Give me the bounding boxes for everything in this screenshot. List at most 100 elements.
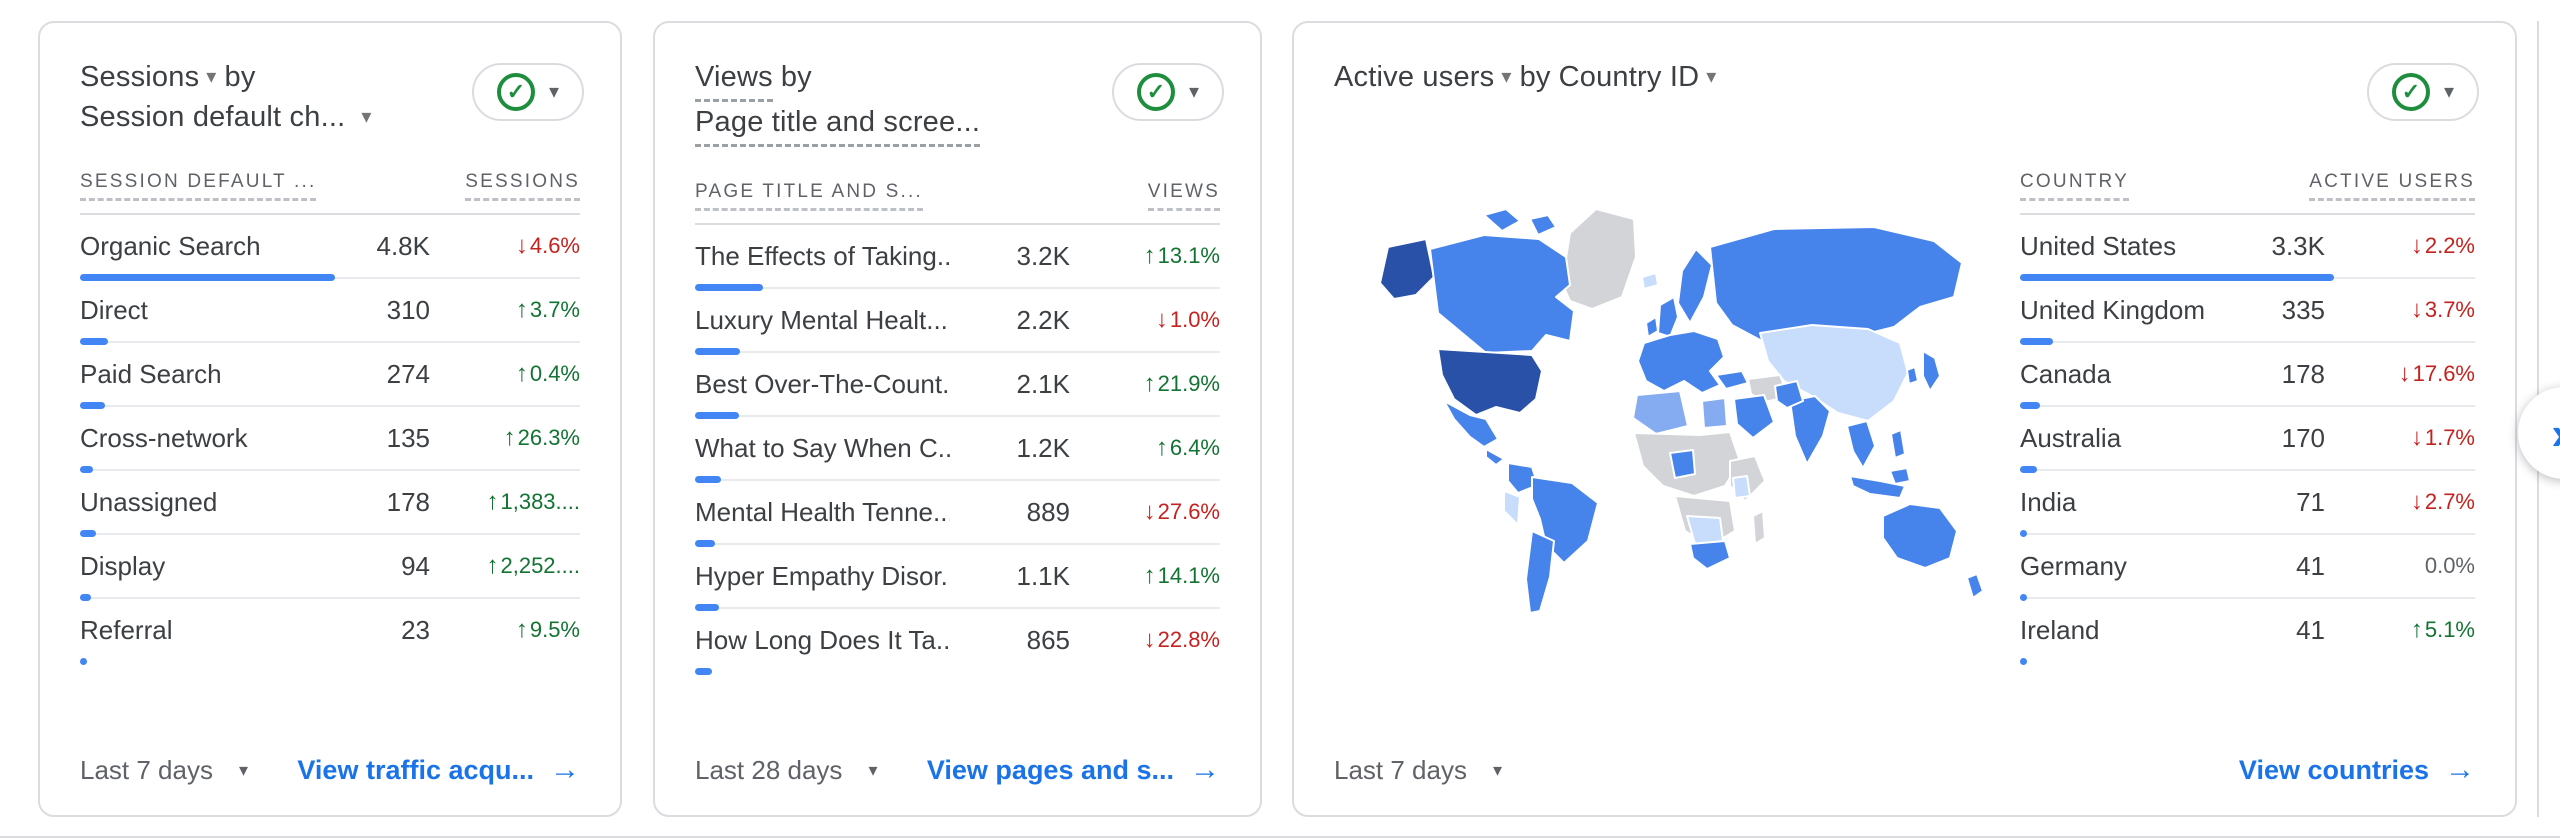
view-report-link[interactable]: View traffic acqu... → <box>297 753 580 787</box>
trend-down-icon: ↓ <box>2410 488 2423 515</box>
row-value: 135 <box>386 422 430 453</box>
row-bar <box>695 604 719 611</box>
change-value: 2.2% <box>2424 233 2475 258</box>
row-label: United States <box>2020 230 2177 261</box>
row-bar <box>80 530 96 537</box>
change-value: 26.3% <box>517 425 580 450</box>
date-range-selector[interactable]: Last 7 days ▾ <box>80 755 248 786</box>
trend-down-icon: ↓ <box>1143 626 1156 653</box>
row-label: Canada <box>2020 358 2112 389</box>
row-label: Germany <box>2020 550 2127 581</box>
north-africa-region <box>1632 390 1689 435</box>
metric-label: Views <box>695 57 773 102</box>
data-quality-button[interactable]: ✓ ▾ <box>472 63 584 121</box>
table-row: What to Say When C... 1.2K ↑ 6.4% <box>695 417 1220 483</box>
card-footer: Last 7 days ▾ View traffic acqu... → <box>80 753 580 787</box>
row-label: Luxury Mental Healt... <box>695 304 948 335</box>
europe-region <box>1637 330 1725 394</box>
date-range-selector[interactable]: Last 7 days ▾ <box>1334 755 1502 786</box>
row-change: ↑ 21.9% <box>1070 370 1220 398</box>
metric-selector[interactable]: Active users ▾ <box>1334 57 1512 97</box>
card-title: Views by Page title and scree... <box>695 57 1220 147</box>
row-value: 41 <box>2296 614 2325 645</box>
row-bar <box>695 540 715 547</box>
row-change: ↑ 6.4% <box>1070 434 1220 462</box>
row-bar <box>695 412 740 419</box>
title-joiner: by <box>1519 61 1551 93</box>
row-bar <box>80 594 91 601</box>
argentina-chile-region <box>1525 530 1555 614</box>
dimension-selector[interactable]: Page title and scree... <box>695 102 981 147</box>
metric-selector[interactable]: Sessions ▾ <box>80 57 217 97</box>
dimension-selector[interactable]: Session default ch... ▾ <box>80 97 372 137</box>
title-joiner: by <box>224 61 256 93</box>
row-bar <box>2020 594 2027 601</box>
trend-up-icon: ↑ <box>1143 562 1156 589</box>
view-report-link[interactable]: View pages and s... → <box>927 753 1220 787</box>
table-row: How Long Does It Ta... 865 ↓ 22.8% <box>695 609 1220 675</box>
row-label: Paid Search <box>80 358 222 389</box>
metric-label: Active users <box>1334 61 1495 93</box>
date-range-label: Last 28 days <box>695 754 843 785</box>
table-body: United States 3.3K ↓ 2.2% United Kingdom 335 ↓… <box>2020 215 2475 665</box>
change-value: 22.8% <box>1157 627 1220 652</box>
row-label: Display <box>80 550 166 581</box>
new-zealand-region <box>1966 573 1984 599</box>
row-value: 178 <box>2281 358 2325 389</box>
table-row: Unassigned 178 ↑ 1,383.... <box>80 471 580 537</box>
card-active-users: Active users ▾ by Country ID ▾ ✓ ▾ <box>1292 21 2517 817</box>
data-quality-button[interactable]: ✓ ▾ <box>1112 63 1224 121</box>
united-states-region <box>1437 348 1543 416</box>
view-report-link[interactable]: View countries → <box>2239 753 2475 787</box>
carousel-next-button[interactable]: » <box>2518 387 2560 479</box>
date-range-label: Last 7 days <box>80 754 213 785</box>
japan-region <box>1922 350 1941 392</box>
iceland-region <box>1641 272 1659 290</box>
change-value: 13.1% <box>1157 243 1220 268</box>
metric-selector[interactable]: Views <box>695 57 773 102</box>
data-quality-button[interactable]: ✓ ▾ <box>2367 63 2479 121</box>
colombia-venezuela-region <box>1507 462 1539 494</box>
row-change: ↑ 1,383.... <box>430 488 580 516</box>
view-report-label: View traffic acqu... <box>297 754 534 785</box>
row-change: ↑ 5.1% <box>2325 616 2475 644</box>
table-row: United Kingdom 335 ↓ 3.7% <box>2020 279 2475 345</box>
card-title: Active users ▾ by Country ID ▾ <box>1334 57 2475 97</box>
date-range-selector[interactable]: Last 28 days ▾ <box>695 755 877 786</box>
trend-down-icon: ↓ <box>2410 232 2423 259</box>
row-label: Ireland <box>2020 614 2100 645</box>
arrow-right-icon: → <box>1190 753 1220 786</box>
column-header-dimension: COUNTRY <box>2020 171 2129 201</box>
dimension-selector[interactable]: Country ID ▾ <box>1559 57 1717 97</box>
chevron-down-icon: ▾ <box>238 760 249 780</box>
table-body: The Effects of Taking... 3.2K ↑ 13.1% Luxury… <box>695 225 1220 675</box>
view-report-label: View pages and s... <box>926 754 1174 785</box>
row-value: 889 <box>1026 496 1070 527</box>
card-footer: Last 28 days ▾ View pages and s... → <box>695 753 1220 787</box>
central-asia-china-region <box>1759 324 1909 422</box>
row-change: ↓ 3.7% <box>2325 296 2475 324</box>
change-value: 6.4% <box>1169 435 1220 460</box>
table-row: Canada 178 ↓ 17.6% <box>2020 343 2475 409</box>
card-footer: Last 7 days ▾ View countries → <box>1334 753 2475 787</box>
column-header-metric: ACTIVE USERS <box>2309 171 2475 201</box>
arrow-right-icon: → <box>550 753 580 786</box>
row-bar <box>80 466 93 473</box>
row-value: 1.2K <box>1016 432 1071 463</box>
row-bar <box>2020 658 2027 665</box>
check-circle-icon: ✓ <box>2391 73 2430 111</box>
table-row: The Effects of Taking... 3.2K ↑ 13.1% <box>695 225 1220 291</box>
row-value: 3.3K <box>2271 230 2326 261</box>
row-bar <box>80 402 105 409</box>
table-header: SESSION DEFAULT ... SESSIONS <box>80 171 580 215</box>
row-change: ↓ 4.6% <box>430 232 580 260</box>
chevron-down-icon: ▾ <box>548 81 560 103</box>
row-value: 274 <box>386 358 430 389</box>
table-row: Direct 310 ↑ 3.7% <box>80 279 580 345</box>
trend-up-icon: ↑ <box>1155 434 1168 461</box>
row-value: 335 <box>2281 294 2325 325</box>
column-header-metric: VIEWS <box>1147 181 1220 211</box>
row-value: 4.8K <box>376 230 431 261</box>
row-value: 23 <box>401 614 430 645</box>
section-divider <box>0 836 2560 838</box>
